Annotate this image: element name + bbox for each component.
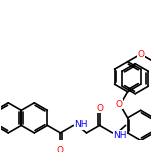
Text: NH: NH — [74, 120, 88, 129]
Text: O: O — [57, 146, 64, 152]
Text: O: O — [137, 50, 144, 59]
Text: NH: NH — [113, 131, 127, 140]
Text: O: O — [96, 104, 103, 113]
Text: O: O — [115, 100, 122, 109]
